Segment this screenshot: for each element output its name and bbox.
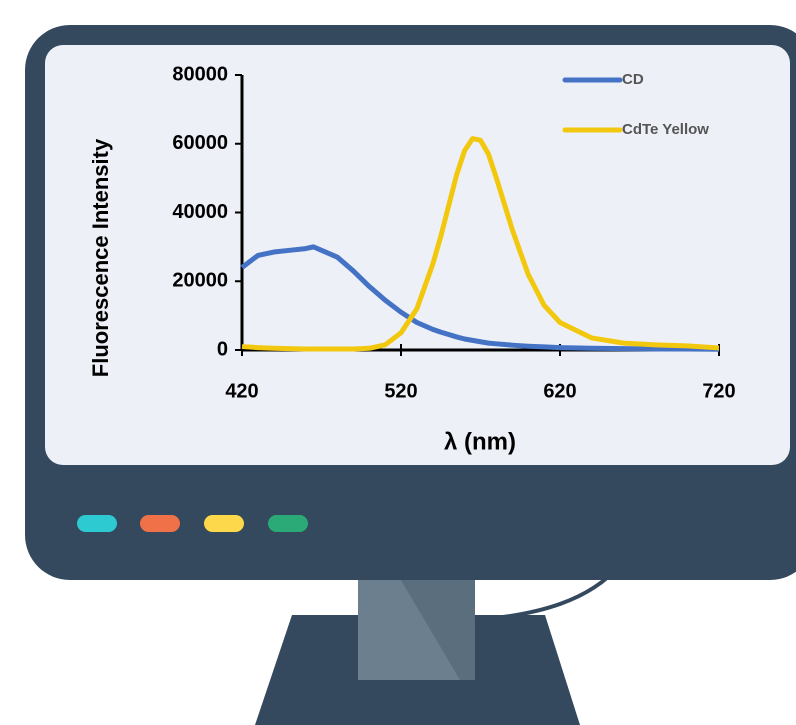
indicator-light xyxy=(268,515,308,532)
y-tick-label: 0 xyxy=(217,338,228,360)
x-tick-label: 520 xyxy=(384,380,417,402)
monitor-illustration: λ (nm) Fluorescence Intensity 0 20000 4000… xyxy=(0,0,796,725)
y-tick-label: 60000 xyxy=(172,132,228,154)
y-axis-title: Fluorescence Intensity xyxy=(88,138,113,377)
y-tick-label: 80000 xyxy=(172,63,228,85)
x-tick-label: 620 xyxy=(543,380,576,402)
y-tick-label: 20000 xyxy=(172,270,228,292)
legend-label: CdTe Yellow xyxy=(622,121,709,138)
indicator-light xyxy=(204,515,244,532)
y-tick-label: 40000 xyxy=(172,201,228,223)
x-tick-label: 420 xyxy=(225,380,258,402)
indicator-light xyxy=(140,515,180,532)
x-tick-label: 720 xyxy=(702,380,735,402)
indicator-light xyxy=(77,515,117,532)
x-axis-title: λ (nm) xyxy=(444,428,516,455)
legend-label: CD xyxy=(622,71,644,88)
